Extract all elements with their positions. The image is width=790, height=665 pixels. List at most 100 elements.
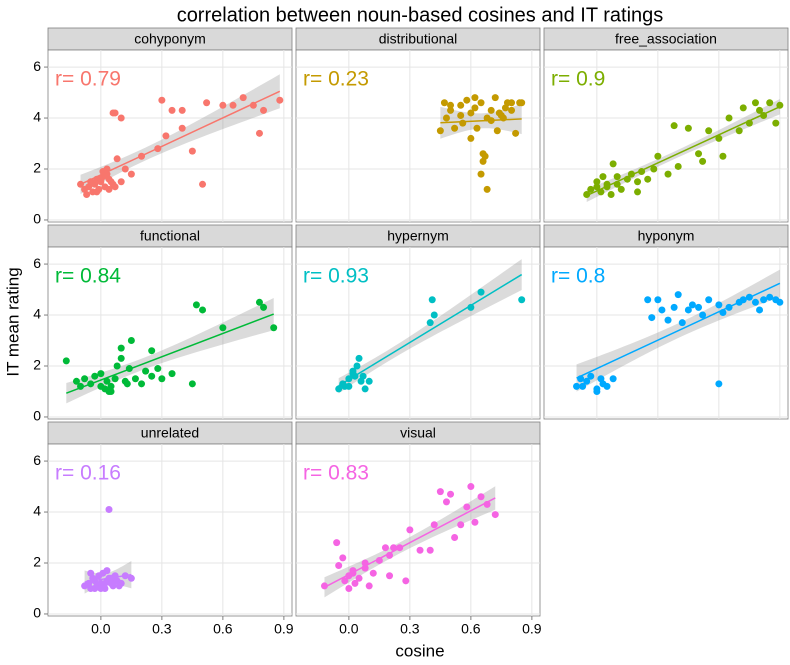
chart-title: correlation between noun-based cosines a… [177,4,664,26]
point [699,311,707,319]
strip-label: free_association [615,31,717,47]
point [341,577,349,585]
fit-line [80,90,281,186]
point [158,96,166,104]
point [751,298,759,306]
panel-content [544,50,788,222]
point [654,152,662,160]
point [609,160,617,168]
point [451,534,459,542]
point [493,127,501,135]
point [111,375,119,383]
strip-label: visual [400,425,436,441]
y-tick-label: 4 [33,306,41,322]
point [131,375,139,383]
point [335,385,343,393]
point [353,362,361,370]
point [477,99,485,107]
point [512,129,520,137]
panel-content [48,444,292,616]
point [386,572,394,580]
point [495,109,503,117]
point [447,101,455,109]
strip-label: cohyponym [134,31,206,47]
point [467,483,475,491]
panel [47,246,293,420]
point [719,152,727,160]
point [349,367,357,375]
point [587,372,595,380]
point [756,306,764,314]
point [359,372,367,380]
r-label: r= 0.79 [55,68,121,91]
point [664,170,672,178]
point [760,296,768,304]
point [428,296,436,304]
point [406,526,414,534]
point [178,124,186,132]
point [355,354,363,362]
point [333,539,341,547]
point [239,94,247,102]
point [276,96,284,104]
point [491,511,499,519]
point [97,370,105,378]
point [766,293,774,301]
r-label: r= 0.84 [55,265,121,288]
x-tick-label: 0.3 [152,621,172,637]
point [735,127,743,135]
point [471,94,479,102]
point [111,109,119,117]
point [447,106,455,114]
r-label: r= 0.8 [551,265,605,288]
point [72,377,80,385]
point [115,582,123,590]
y-tick-label: 6 [33,255,41,271]
panel-content [296,444,540,616]
point [467,134,475,142]
point [430,311,438,319]
fit-line [84,573,132,583]
point [121,165,129,173]
point [603,382,611,390]
point [351,579,359,587]
point [335,562,343,570]
point [369,569,377,577]
point [658,306,666,314]
point [477,493,485,501]
point [607,190,615,198]
strip-label: unrelated [141,425,199,441]
fit-line [440,118,522,124]
point [440,99,448,107]
point [103,377,111,385]
panel [295,443,541,617]
point [219,101,227,109]
point [756,106,764,114]
fit-line [324,497,496,588]
point [634,188,642,196]
point [127,574,135,582]
point [447,490,455,498]
panel-content [48,50,292,222]
point [695,303,703,311]
strip-label: functional [140,228,200,244]
point [83,190,91,198]
point [426,546,434,554]
point [260,106,268,114]
point [229,101,237,109]
point [381,544,389,552]
point [459,119,467,127]
point [365,377,373,385]
strip-label: hypernym [387,228,448,244]
point [654,296,662,304]
fit-line [576,282,781,379]
point [766,99,774,107]
point [715,301,723,309]
point [148,372,156,380]
point [199,306,207,314]
point [695,150,703,158]
panel-content [296,247,540,419]
panel-content [296,50,540,222]
point [148,347,156,355]
point [664,316,672,324]
